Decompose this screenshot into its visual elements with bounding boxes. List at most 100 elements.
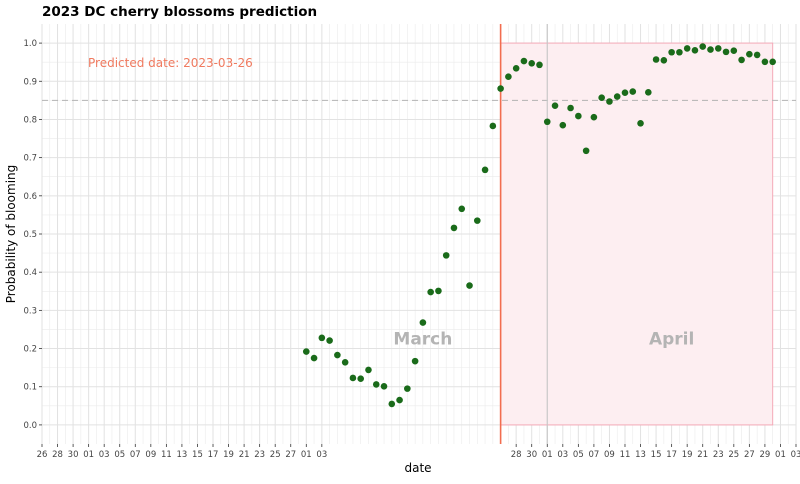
y-tick-label: 0.3 xyxy=(23,306,37,316)
x-tick-label: 23 xyxy=(254,450,265,460)
data-point xyxy=(536,61,543,69)
data-point xyxy=(559,121,567,129)
data-point xyxy=(310,354,318,362)
x-tick-label: 09 xyxy=(604,450,615,460)
x-tick-label: 05 xyxy=(573,450,584,460)
bloom-window-region xyxy=(500,42,774,426)
y-tick-label: 0.6 xyxy=(23,192,37,202)
axes: 0.0 0.1 0.2 0.3 0.4 0.5 0.6 0.7 0.8 0.9 1.0 26 28 30 0… xyxy=(23,39,800,460)
data-point xyxy=(753,51,761,59)
data-point xyxy=(575,112,582,120)
data-point xyxy=(699,43,707,50)
data-point xyxy=(505,73,512,80)
data-point xyxy=(590,113,598,121)
data-point xyxy=(442,252,450,259)
x-tick-label: 21 xyxy=(239,450,250,460)
x-tick-label: 11 xyxy=(620,450,631,460)
data-points xyxy=(302,43,776,408)
x-tick-label: 23 xyxy=(713,450,724,460)
x-tick-label: 03 xyxy=(316,450,327,460)
data-point xyxy=(489,122,497,130)
x-tick-label: 01 xyxy=(542,450,553,460)
y-tick-label: 0.1 xyxy=(23,383,37,393)
x-tick-label: 03 xyxy=(557,450,568,460)
x-tick-label: 27 xyxy=(285,450,296,460)
month-label: April xyxy=(649,330,694,350)
data-point xyxy=(520,57,528,65)
data-point xyxy=(582,147,590,155)
x-tick-label: 15 xyxy=(192,450,203,460)
x-tick-label: 30 xyxy=(526,450,537,460)
data-point xyxy=(683,45,691,52)
x-tick-label: 21 xyxy=(697,450,708,460)
data-point xyxy=(357,375,365,383)
data-point xyxy=(746,50,753,58)
data-point xyxy=(334,351,341,359)
data-point xyxy=(326,337,333,344)
y-tick-label: 0.2 xyxy=(23,345,37,355)
data-point xyxy=(621,89,629,97)
x-tick-label: 27 xyxy=(744,450,755,460)
y-tick-label: 0.5 xyxy=(23,230,37,240)
data-point xyxy=(473,217,481,224)
data-point xyxy=(435,287,442,295)
y-tick-label: 0.0 xyxy=(23,421,37,431)
x-tick-label: 01 xyxy=(775,450,786,460)
data-point xyxy=(660,56,668,64)
predicted-date-label: Predicted date: 2023-03-26 xyxy=(88,56,253,70)
data-point xyxy=(404,385,411,392)
x-tick-label: 19 xyxy=(682,450,693,460)
y-tick-label: 0.7 xyxy=(23,154,37,164)
data-point xyxy=(481,166,489,174)
data-point xyxy=(411,357,419,365)
data-point xyxy=(652,56,660,63)
x-tick-label: 01 xyxy=(301,450,312,460)
data-point xyxy=(629,88,637,95)
x-tick-label: 03 xyxy=(791,450,800,460)
data-point xyxy=(512,64,520,72)
x-tick-label: 09 xyxy=(145,450,156,460)
x-tick-label: 11 xyxy=(161,450,172,460)
y-tick-label: 0.8 xyxy=(23,115,37,125)
y-tick-label: 1.0 xyxy=(23,39,37,49)
x-tick-label: 28 xyxy=(52,450,63,460)
x-tick-label: 07 xyxy=(130,450,141,460)
data-point xyxy=(645,89,652,96)
data-point xyxy=(318,334,326,342)
data-point xyxy=(637,119,644,127)
data-point xyxy=(349,374,357,382)
x-tick-label: 13 xyxy=(177,450,188,460)
y-tick-label: 0.9 xyxy=(23,77,37,87)
x-tick-label: 07 xyxy=(588,450,599,460)
data-point xyxy=(551,102,559,110)
data-point xyxy=(450,224,458,232)
x-tick-label: 17 xyxy=(666,450,677,460)
data-point xyxy=(567,104,574,112)
data-point xyxy=(427,288,434,296)
data-point xyxy=(598,94,605,101)
data-point xyxy=(761,58,769,66)
data-point xyxy=(613,93,621,100)
x-tick-label: 01 xyxy=(83,450,94,460)
x-tick-label: 15 xyxy=(651,450,662,460)
data-point xyxy=(497,85,504,92)
x-tick-label: 30 xyxy=(68,450,79,460)
y-tick-label: 0.4 xyxy=(23,268,37,278)
data-point xyxy=(769,58,776,66)
data-point xyxy=(722,48,730,56)
data-point xyxy=(676,48,683,56)
data-point xyxy=(396,396,403,404)
data-point xyxy=(707,46,714,53)
data-point xyxy=(668,48,675,56)
data-point xyxy=(372,381,380,388)
data-point xyxy=(341,358,349,366)
data-point xyxy=(730,47,738,55)
x-tick-label: 26 xyxy=(37,450,48,460)
data-point xyxy=(458,205,466,213)
data-point xyxy=(302,348,310,355)
annotation-layer: Predicted date: 2023-03-26 March April xyxy=(42,24,796,444)
x-axis-label: date xyxy=(404,461,431,475)
data-point xyxy=(606,98,613,105)
